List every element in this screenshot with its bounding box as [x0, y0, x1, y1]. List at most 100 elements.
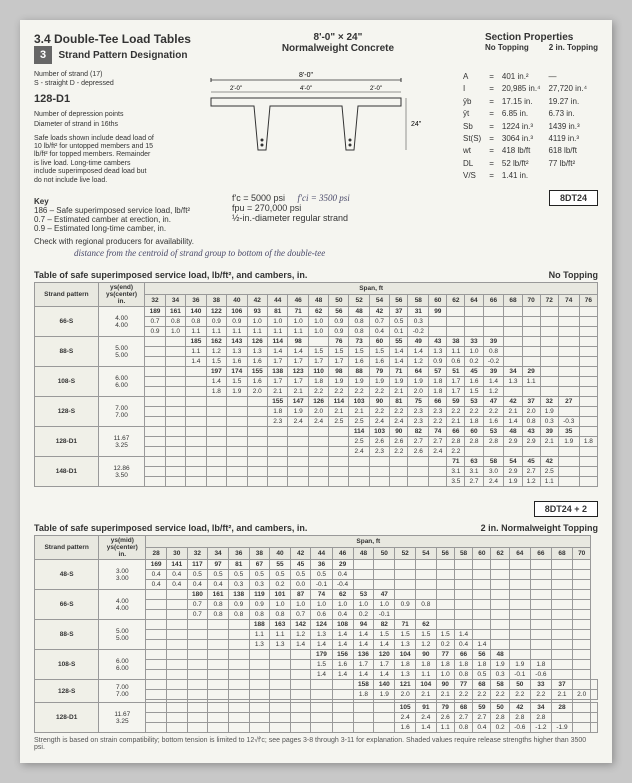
camber2-cell: [558, 327, 579, 337]
load-cell: [436, 620, 454, 630]
camber1-cell: 2.7: [408, 437, 429, 447]
camber1-cell: [558, 377, 579, 387]
load-cell: 45: [290, 560, 311, 570]
load-cell: [228, 703, 249, 713]
camber1-cell: 1.6: [247, 377, 267, 387]
camber2-cell: [465, 447, 483, 457]
pattern-cell: 128-S: [35, 680, 99, 703]
load-cell: 48: [349, 307, 369, 317]
load-cell: 29: [522, 367, 540, 377]
camber1-cell: [530, 570, 551, 580]
camber2-cell: -0.2: [483, 357, 504, 367]
load-cell: [573, 703, 591, 713]
load-cell: [186, 457, 206, 467]
load-cell: [308, 427, 328, 437]
camber2-cell: [454, 610, 472, 620]
y-cell: 5.005.00: [98, 337, 145, 367]
camber2-cell: 2.1: [447, 417, 465, 427]
load-cell: [187, 680, 208, 690]
load-cell: [530, 560, 551, 570]
pattern-cell: 66-S: [35, 307, 99, 337]
camber1-cell: [145, 467, 165, 477]
camber1-cell: [332, 713, 353, 723]
camber1-cell: [573, 660, 591, 670]
camber1-cell: 2.2: [390, 407, 408, 417]
prop-cell: 20,985 in.⁴: [499, 84, 544, 94]
load-cell: 62: [332, 590, 353, 600]
camber2-cell: 2.4: [369, 417, 389, 427]
camber2-cell: 1.4: [311, 640, 332, 650]
camber2-cell: 1.6: [247, 357, 267, 367]
load-cell: 87: [290, 590, 311, 600]
camber1-cell: 1.0: [332, 600, 353, 610]
camber1-cell: 1.4: [288, 347, 308, 357]
camber2-cell: [187, 670, 208, 680]
load-cell: [166, 620, 187, 630]
load-cell: 79: [369, 367, 389, 377]
span-header: 58: [408, 295, 429, 307]
camber2-cell: [146, 670, 167, 680]
prop-cell: =: [486, 97, 497, 107]
camber1-cell: [540, 377, 558, 387]
span-header: 60: [429, 295, 447, 307]
camber1-cell: 1.6: [465, 377, 483, 387]
camber1-cell: 1.5: [329, 347, 349, 357]
load-cell: 36: [311, 560, 332, 570]
camber1-cell: [454, 600, 472, 610]
prop-cell: 6.85 in.: [499, 109, 544, 119]
camber1-cell: [551, 713, 572, 723]
load-cell: 90: [416, 650, 437, 660]
camber1-cell: [579, 467, 597, 477]
camber2-cell: [530, 610, 551, 620]
y-cell: 4.004.00: [98, 307, 145, 337]
load-cell: [522, 307, 540, 317]
load-cell: 28: [551, 703, 572, 713]
camber1-cell: [447, 317, 465, 327]
camber2-cell: 1.6: [227, 357, 247, 367]
camber2-cell: -0.1: [311, 580, 332, 590]
load-cell: 42: [540, 457, 558, 467]
load-cell: [146, 650, 167, 660]
camber2-cell: 0.4: [166, 580, 187, 590]
pattern-cell: 128-D1: [35, 427, 99, 457]
key-formula-row: Key 186 – Safe superimposed service load…: [34, 193, 598, 237]
camber2-cell: 3.5: [447, 477, 465, 487]
camber1-cell: [573, 713, 591, 723]
camber2-cell: [290, 723, 311, 733]
camber2-cell: [206, 417, 226, 427]
load-cell: [288, 457, 308, 467]
camber1-cell: 0.8: [208, 600, 229, 610]
camber2-cell: [551, 640, 572, 650]
load-cell: 51: [447, 367, 465, 377]
camber1-cell: [349, 467, 369, 477]
load-cell: [288, 427, 308, 437]
camber1-cell: 1.1: [186, 347, 206, 357]
load-cell: 91: [416, 703, 437, 713]
camber1-cell: 2.2: [530, 690, 551, 700]
camber2-cell: -0.4: [332, 580, 353, 590]
load-cell: 97: [208, 560, 229, 570]
span-header: 58: [454, 548, 472, 560]
camber1-cell: 2.8: [491, 713, 509, 723]
camber2-cell: [504, 327, 522, 337]
camber1-cell: [187, 690, 208, 700]
load-cell: [558, 307, 579, 317]
camber1-cell: 2.0: [395, 690, 416, 700]
load-cell: 142: [290, 620, 311, 630]
camber2-cell: 0.7: [290, 610, 311, 620]
load-cell: [146, 590, 167, 600]
camber1-cell: 1.5: [436, 630, 454, 640]
fpu-formula: fpu = 270,000 psi: [232, 203, 400, 213]
camber2-cell: [249, 723, 270, 733]
camber1-cell: 2.2: [465, 407, 483, 417]
camber1-cell: [395, 570, 416, 580]
dim-mid: 4'-0": [300, 86, 312, 92]
camber2-cell: [429, 327, 447, 337]
camber1-cell: [146, 713, 167, 723]
camber2-cell: [579, 327, 597, 337]
load-cell: 34: [530, 703, 551, 713]
camber2-cell: [416, 610, 437, 620]
camber1-cell: 1.5: [311, 660, 332, 670]
camber1-cell: 0.4: [146, 570, 167, 580]
camber1-cell: [227, 407, 247, 417]
